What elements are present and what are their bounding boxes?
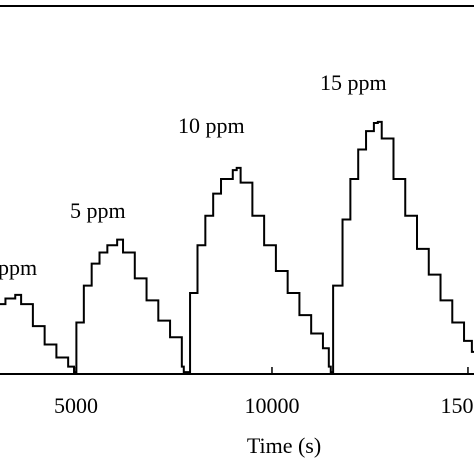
data-line: [0, 120, 474, 374]
plot-frame: [0, 5, 474, 375]
annotation: 15 ppm: [320, 70, 387, 95]
x-tick-label: 15000: [440, 393, 474, 418]
x-tick-label: 5000: [54, 393, 98, 418]
x-tick-label: 10000: [244, 393, 299, 418]
annotation: ppm: [0, 255, 37, 280]
annotation: 10 ppm: [178, 113, 245, 138]
annotation: 5 ppm: [70, 198, 126, 223]
x-axis-label: Time (s): [247, 433, 321, 458]
